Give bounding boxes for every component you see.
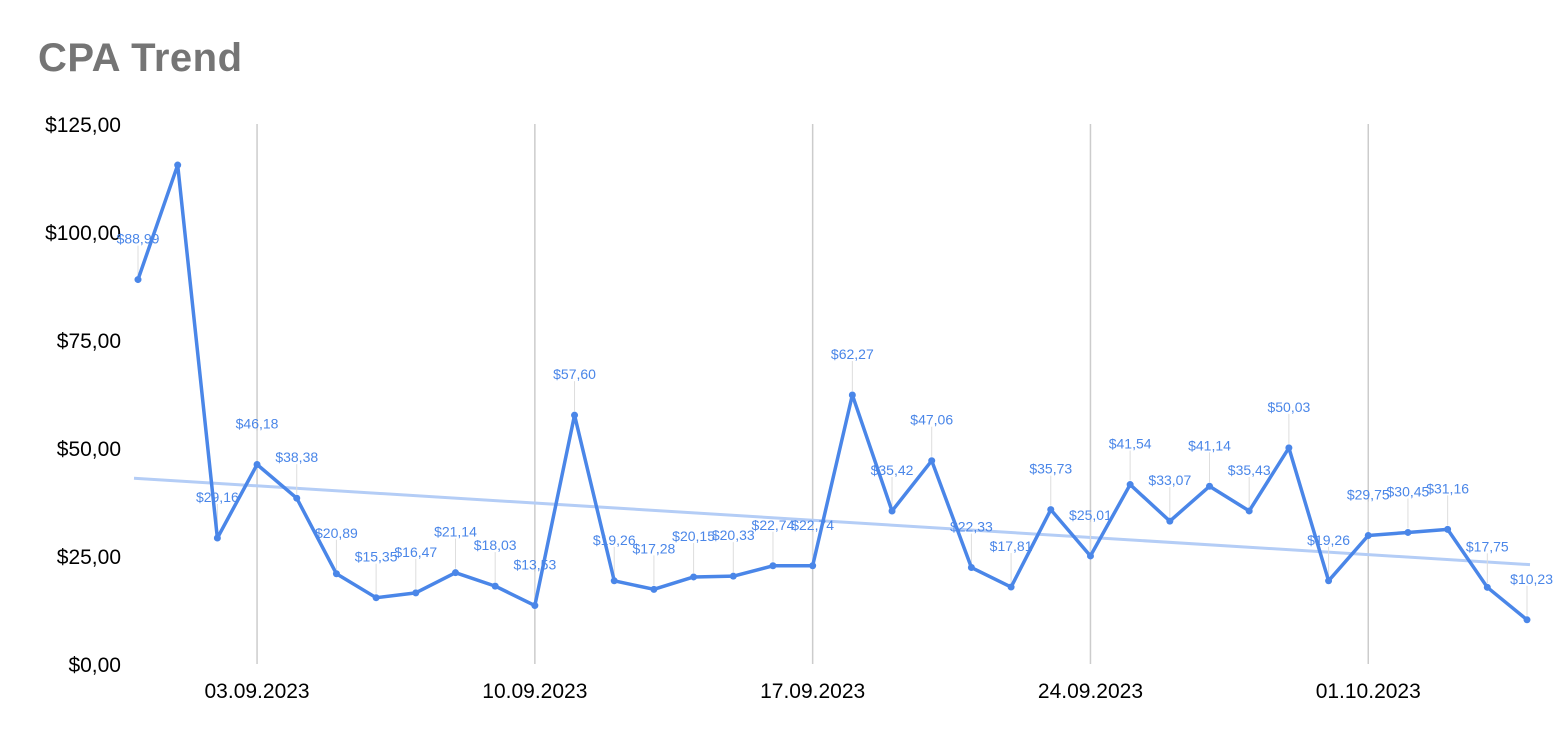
data-label: $46,18 <box>236 416 279 432</box>
data-point <box>729 572 737 580</box>
data-point <box>1404 528 1412 536</box>
trendline <box>133 476 1531 567</box>
y-tick-label: $0,00 <box>68 654 121 677</box>
data-label: $22,74 <box>752 517 795 533</box>
x-tick-label: 10.09.2023 <box>482 680 587 703</box>
chart-title: CPA Trend <box>38 36 243 80</box>
x-tick-label: 24.09.2023 <box>1038 680 1143 703</box>
data-point <box>213 534 221 542</box>
data-label: $57,60 <box>553 366 596 382</box>
data-point <box>491 582 499 590</box>
data-point <box>1047 506 1055 514</box>
data-label: $35,42 <box>871 462 914 478</box>
data-label: $35,43 <box>1228 462 1271 478</box>
data-point <box>1285 444 1293 452</box>
data-label: $20,15 <box>672 528 715 544</box>
data-label: $29,75 <box>1347 486 1390 502</box>
data-label: $19,26 <box>1307 532 1350 548</box>
data-label: $16,47 <box>394 544 437 560</box>
y-tick-label: $100,00 <box>45 222 121 245</box>
x-tick-label: 01.10.2023 <box>1316 680 1421 703</box>
data-point <box>1007 583 1015 591</box>
data-label: $10,23 <box>1510 571 1553 587</box>
y-tick-label: $25,00 <box>57 546 121 569</box>
data-point <box>928 457 936 465</box>
y-tick-label: $75,00 <box>57 330 121 353</box>
data-point <box>253 461 261 469</box>
data-point <box>1483 583 1491 591</box>
data-label: $17,28 <box>633 540 676 556</box>
data-point <box>372 594 380 602</box>
y-tick-label: $125,00 <box>45 114 121 137</box>
data-point <box>1206 482 1214 490</box>
x-tick-label: 03.09.2023 <box>205 680 310 703</box>
data-label: $17,75 <box>1466 538 1509 554</box>
data-point <box>412 589 420 597</box>
data-label: $33,07 <box>1148 472 1191 488</box>
data-label: $41,54 <box>1109 436 1152 452</box>
data-point <box>174 161 182 169</box>
data-label: $17,81 <box>990 538 1033 554</box>
data-label: $20,89 <box>315 525 358 541</box>
data-label: $18,03 <box>474 537 517 553</box>
data-point <box>888 507 896 515</box>
data-label: $22,74 <box>791 517 834 533</box>
data-label: $62,27 <box>831 346 874 362</box>
data-point <box>1523 616 1531 624</box>
data-point <box>1325 577 1333 585</box>
data-point <box>809 562 817 570</box>
data-point <box>531 602 539 610</box>
x-tick-label: 17.09.2023 <box>760 680 865 703</box>
data-label: $35,73 <box>1029 461 1072 477</box>
data-label: $50,03 <box>1267 399 1310 415</box>
data-point <box>650 585 658 593</box>
data-label: $41,14 <box>1188 437 1231 453</box>
data-label: $22,33 <box>950 519 993 535</box>
data-label: $20,33 <box>712 527 755 543</box>
data-label: $30,45 <box>1387 483 1430 499</box>
data-label: $21,14 <box>434 524 477 540</box>
data-point <box>451 569 459 577</box>
data-point <box>967 564 975 572</box>
data-point <box>769 562 777 570</box>
data-label: $29,16 <box>196 489 239 505</box>
data-point <box>690 573 698 581</box>
data-point <box>1166 517 1174 525</box>
data-point <box>1126 481 1134 489</box>
data-label: $31,16 <box>1426 480 1469 496</box>
data-label: $88,99 <box>117 231 160 247</box>
data-label: $19,26 <box>593 532 636 548</box>
data-point <box>134 276 142 284</box>
data-point <box>1086 552 1094 560</box>
data-point <box>848 391 856 399</box>
data-point <box>1245 507 1253 515</box>
data-label: $38,38 <box>275 449 318 465</box>
data-point <box>1364 531 1372 539</box>
data-label: $47,06 <box>910 412 953 428</box>
data-point <box>293 494 301 502</box>
data-label: $25,01 <box>1069 507 1112 523</box>
data-point <box>1444 525 1452 533</box>
data-point <box>332 570 340 578</box>
data-label: $13,53 <box>513 557 556 573</box>
series-line <box>136 163 1529 622</box>
data-point <box>571 411 579 419</box>
data-label: $15,35 <box>355 549 398 565</box>
y-tick-label: $50,00 <box>57 438 121 461</box>
data-point <box>610 577 618 585</box>
